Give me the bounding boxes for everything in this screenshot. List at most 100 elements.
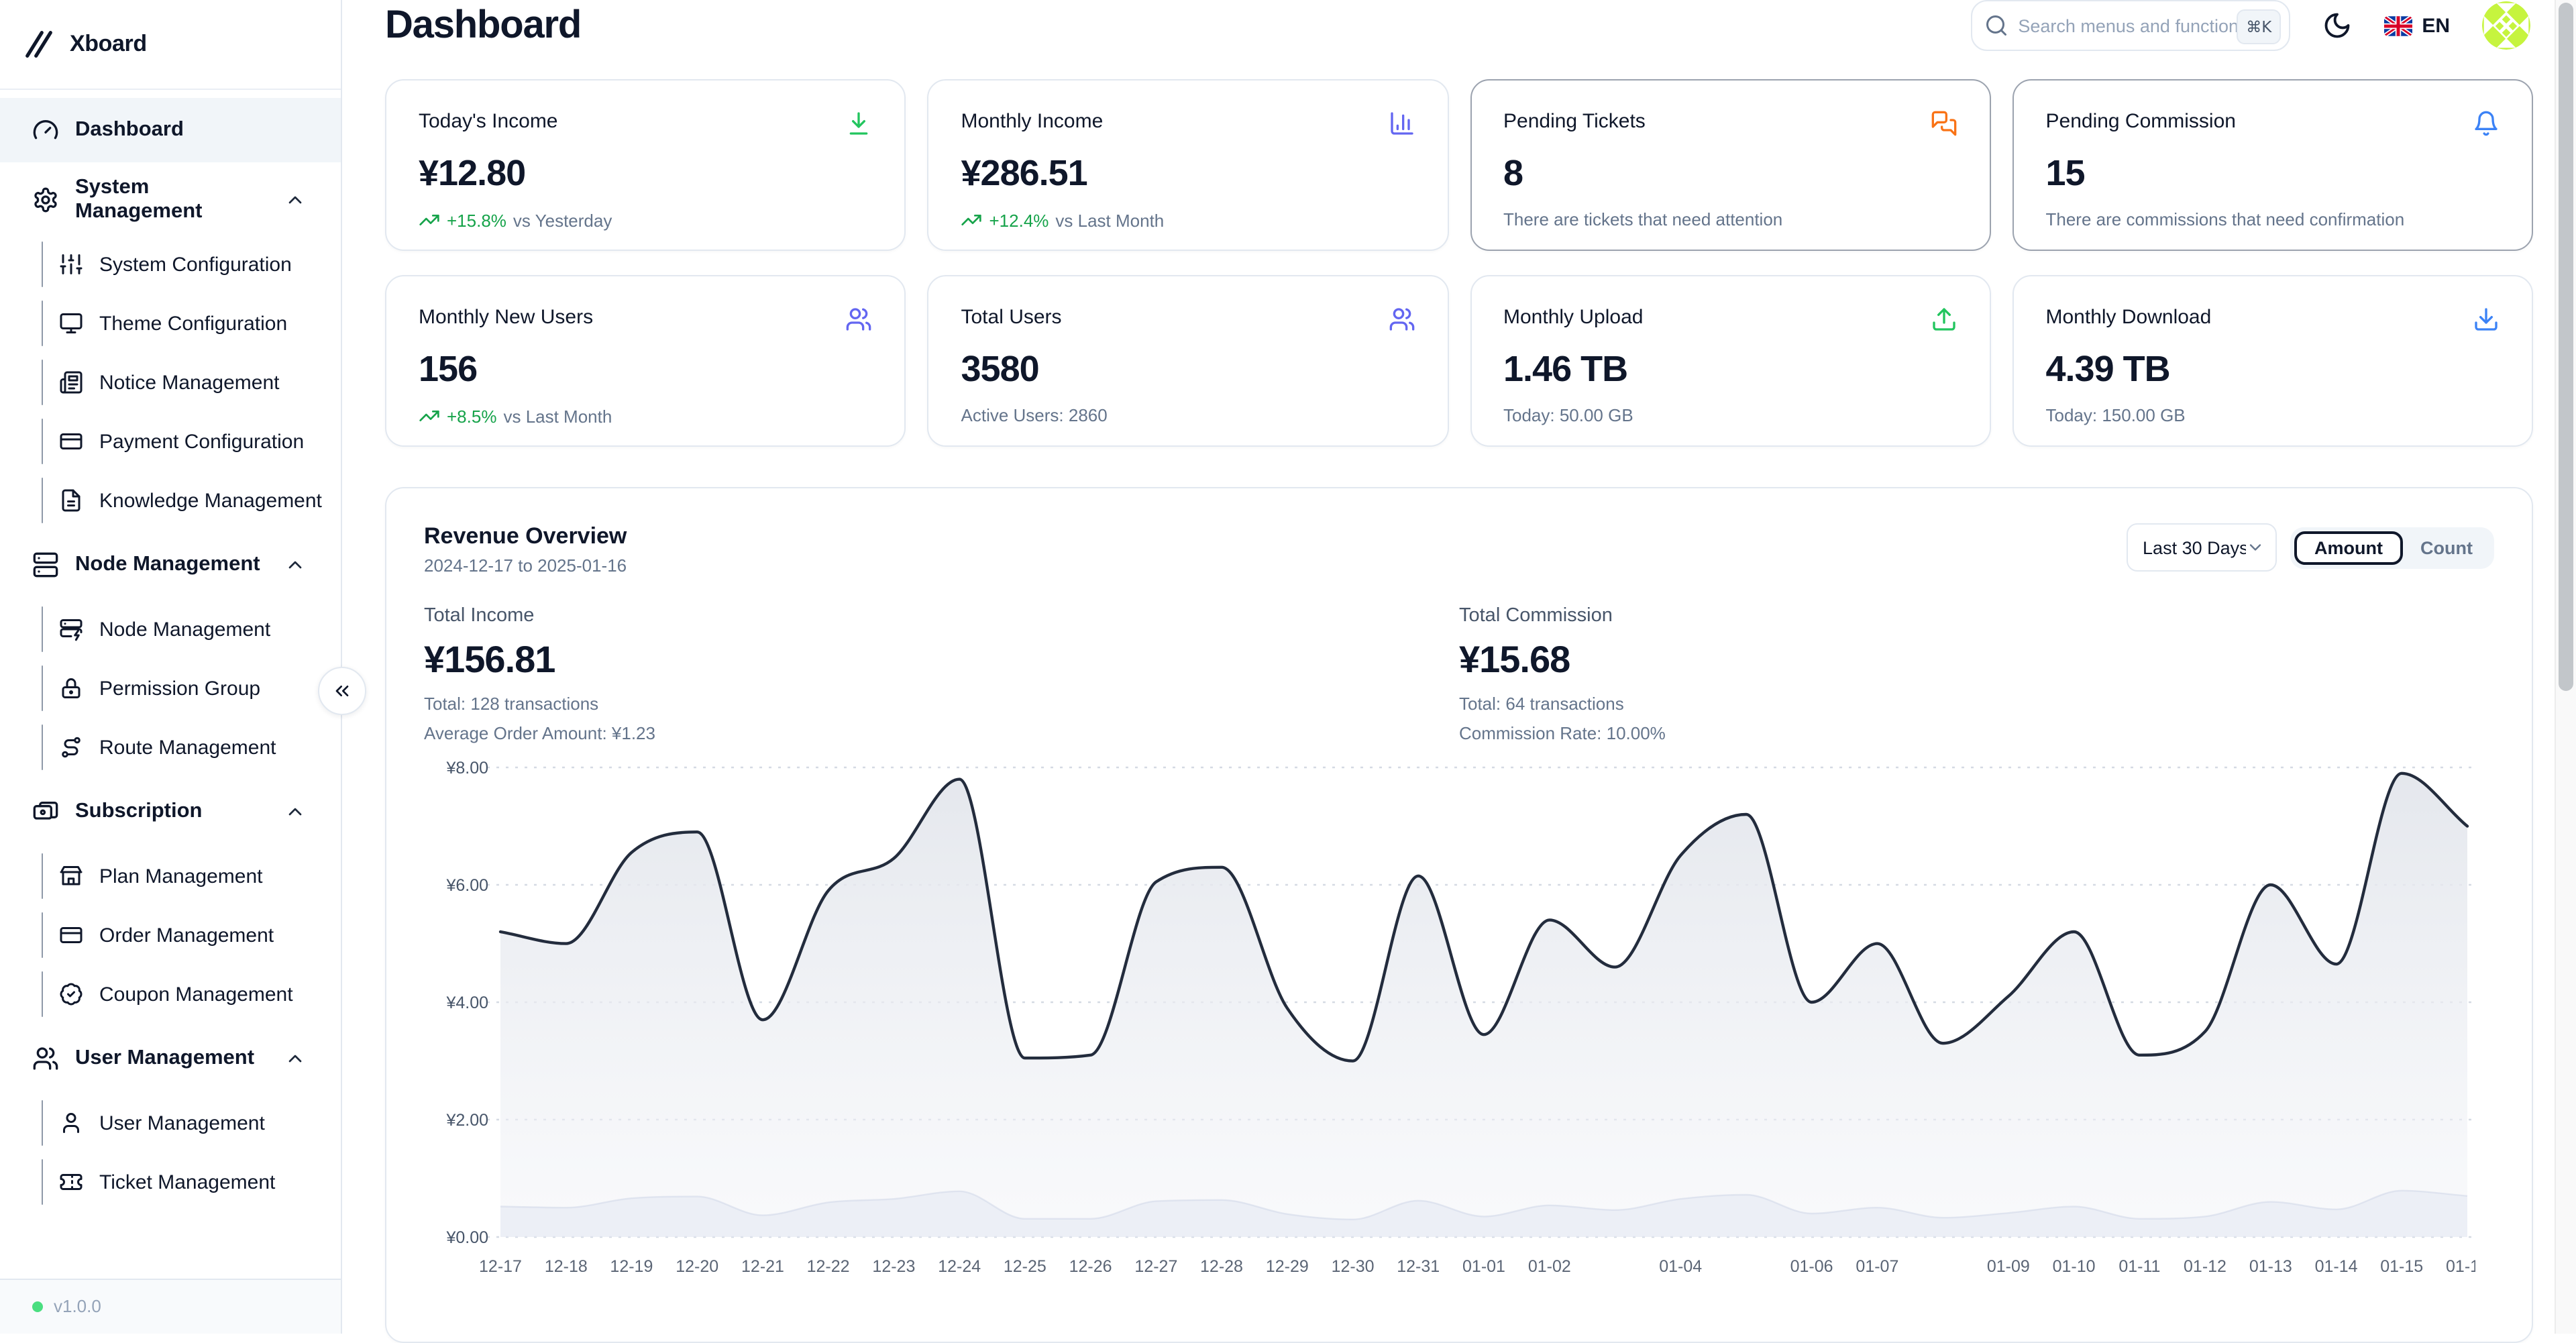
stat-card-value: ¥12.80 bbox=[419, 153, 526, 193]
sidebar-item-dashboard[interactable]: Dashboard bbox=[0, 98, 341, 162]
sidebar-item-label: Coupon Management bbox=[99, 983, 293, 1006]
sidebar-group-header[interactable]: User Management bbox=[0, 1026, 341, 1091]
svg-text:12-19: 12-19 bbox=[610, 1257, 653, 1276]
stat-card-trend: +12.4% vs Last Month bbox=[961, 209, 1415, 231]
language-code: EN bbox=[2422, 14, 2450, 37]
revenue-chart: ¥0.00 ¥2.00 ¥4.00 ¥6.00 ¥8.00 12-17 12-18 12-19… bbox=[445, 759, 2475, 1276]
toggle-count-button[interactable]: Count bbox=[2403, 531, 2490, 564]
svg-text:01-15: 01-15 bbox=[2380, 1257, 2423, 1276]
svg-text:01-14: 01-14 bbox=[2315, 1257, 2358, 1276]
sidebar-item-label: System Configuration bbox=[99, 253, 292, 276]
trend-suffix: vs Last Month bbox=[503, 406, 612, 426]
sidebar-item-system-configuration[interactable]: System Configuration bbox=[0, 237, 341, 291]
trend-percent: +8.5% bbox=[447, 406, 497, 426]
svg-text:12-25: 12-25 bbox=[1004, 1257, 1046, 1276]
sidebar-group-label: Subscription bbox=[75, 800, 203, 822]
svg-text:12-29: 12-29 bbox=[1266, 1257, 1309, 1276]
sidebar-item-order-management[interactable]: Order Management bbox=[0, 908, 341, 962]
sidebar-item-payment-configuration[interactable]: Payment Configuration bbox=[0, 415, 341, 468]
theme-toggle-button[interactable] bbox=[2322, 11, 2352, 40]
toggle-amount-button[interactable]: Amount bbox=[2294, 531, 2404, 564]
arrow-down-to-line-icon bbox=[846, 110, 873, 137]
sidebar-item-label: Route Management bbox=[99, 736, 276, 759]
ticket-icon bbox=[59, 1170, 83, 1194]
svg-text:01-04: 01-04 bbox=[1659, 1257, 1702, 1276]
sidebar-item-coupon-management[interactable]: Coupon Management bbox=[0, 967, 341, 1021]
sidebar-item-user-management[interactable]: User Management bbox=[0, 1096, 341, 1150]
revenue-title: Revenue Overview bbox=[424, 523, 627, 549]
sidebar-group-label: System Management bbox=[75, 176, 203, 223]
sliders-icon bbox=[59, 252, 83, 276]
credit-card-icon bbox=[59, 429, 83, 453]
svg-text:12-22: 12-22 bbox=[807, 1257, 850, 1276]
avatar[interactable] bbox=[2482, 1, 2530, 50]
users-icon bbox=[32, 1045, 59, 1072]
svg-text:01-01: 01-01 bbox=[1462, 1257, 1505, 1276]
svg-text:12-28: 12-28 bbox=[1200, 1257, 1243, 1276]
bell-icon bbox=[2473, 110, 2500, 137]
stat-card-subtitle: Today: 50.00 GB bbox=[1503, 405, 1633, 425]
messages-icon bbox=[1931, 110, 1957, 137]
sidebar-item-label: Dashboard bbox=[75, 118, 184, 141]
stat-card-value: ¥286.51 bbox=[961, 153, 1088, 193]
sidebar-item-label: Ticket Management bbox=[99, 1171, 276, 1193]
sidebar-group-label: Node Management bbox=[75, 553, 260, 576]
sidebar-item-route-management[interactable]: Route Management bbox=[0, 720, 341, 774]
user-icon bbox=[59, 1111, 83, 1135]
store-icon bbox=[59, 864, 83, 888]
sidebar-item-label: Theme Configuration bbox=[99, 312, 288, 335]
svg-text:01-11: 01-11 bbox=[2118, 1257, 2160, 1276]
sidebar-item-label: Order Management bbox=[99, 924, 274, 947]
svg-text:¥4.00: ¥4.00 bbox=[445, 993, 488, 1012]
total-income-block: Total Income ¥156.81 Total: 128 transact… bbox=[424, 605, 1459, 743]
date-range-select[interactable]: Last 30 Days bbox=[2127, 523, 2277, 572]
sidebar-item-node-management[interactable]: Node Management bbox=[0, 602, 341, 656]
sidebar-item-permission-group[interactable]: Permission Group bbox=[0, 661, 341, 715]
total-income-transactions: Total: 128 transactions bbox=[424, 694, 599, 714]
sidebar-group-header[interactable]: System Management bbox=[0, 168, 341, 232]
sidebar-group-subscription: Subscription Plan Management Order Managem… bbox=[0, 780, 341, 1021]
newspaper-icon bbox=[59, 370, 83, 394]
brand: Xboard bbox=[0, 0, 341, 90]
brand-name: Xboard bbox=[70, 31, 147, 56]
sidebar-collapse-button[interactable] bbox=[318, 667, 366, 715]
sidebar-item-label: Permission Group bbox=[99, 677, 261, 700]
monitor-icon bbox=[59, 311, 83, 335]
stat-card-subtitle: There are commissions that need confirma… bbox=[2045, 209, 2405, 229]
language-switcher[interactable]: EN bbox=[2384, 14, 2450, 37]
svg-text:01-02: 01-02 bbox=[1528, 1257, 1571, 1276]
sidebar-item-notice-management[interactable]: Notice Management bbox=[0, 356, 341, 409]
stat-card-monthly-download: Monthly Download 4.39 TB Today: 150.00 GB bbox=[2012, 275, 2533, 447]
stat-card-title: Today's Income bbox=[419, 110, 558, 133]
sidebar-group-header[interactable]: Node Management bbox=[0, 533, 341, 597]
svg-text:01-07: 01-07 bbox=[1856, 1257, 1898, 1276]
total-income-value: ¥156.81 bbox=[424, 639, 555, 680]
stat-card-trend: +15.8% vs Yesterday bbox=[419, 209, 873, 231]
sidebar-item-plan-management[interactable]: Plan Management bbox=[0, 849, 341, 903]
total-income-label: Total Income bbox=[424, 605, 535, 627]
total-commission-transactions: Total: 64 transactions bbox=[1459, 694, 1624, 714]
sidebar-group-node-management: Node Management Node Management Permission… bbox=[0, 533, 341, 774]
stat-card-value: 8 bbox=[1503, 153, 1523, 193]
sidebar-group-header[interactable]: Subscription bbox=[0, 780, 341, 844]
trend-suffix: vs Yesterday bbox=[513, 210, 612, 230]
sidebar-item-label: Node Management bbox=[99, 618, 271, 641]
credit-card-icon bbox=[59, 923, 83, 947]
stat-card-title: Monthly Upload bbox=[1503, 306, 1644, 329]
sidebar-item-knowledge-management[interactable]: Knowledge Management bbox=[0, 474, 341, 527]
wallet-cards-icon bbox=[32, 798, 59, 825]
stat-card-pending-tickets[interactable]: Pending Tickets 8 There are tickets that n… bbox=[1470, 79, 1991, 251]
stat-card-title: Pending Commission bbox=[2045, 110, 2236, 133]
stat-card-pending-commission[interactable]: Pending Commission 15 There are commission… bbox=[2012, 79, 2533, 251]
sidebar: Xboard Dashboard System Management System … bbox=[0, 0, 342, 1333]
scrollbar-thumb[interactable] bbox=[2559, 3, 2573, 691]
trending-up-icon bbox=[419, 209, 440, 231]
sidebar-nav: Dashboard System Management System Configu… bbox=[0, 90, 341, 1278]
server-bolt-icon bbox=[59, 617, 83, 641]
stat-card-value: 1.46 TB bbox=[1503, 349, 1628, 389]
users-icon bbox=[846, 306, 873, 333]
sidebar-item-ticket-management[interactable]: Ticket Management bbox=[0, 1155, 341, 1209]
sidebar-item-label: Knowledge Management bbox=[99, 489, 322, 512]
sidebar-item-theme-configuration[interactable]: Theme Configuration bbox=[0, 297, 341, 350]
